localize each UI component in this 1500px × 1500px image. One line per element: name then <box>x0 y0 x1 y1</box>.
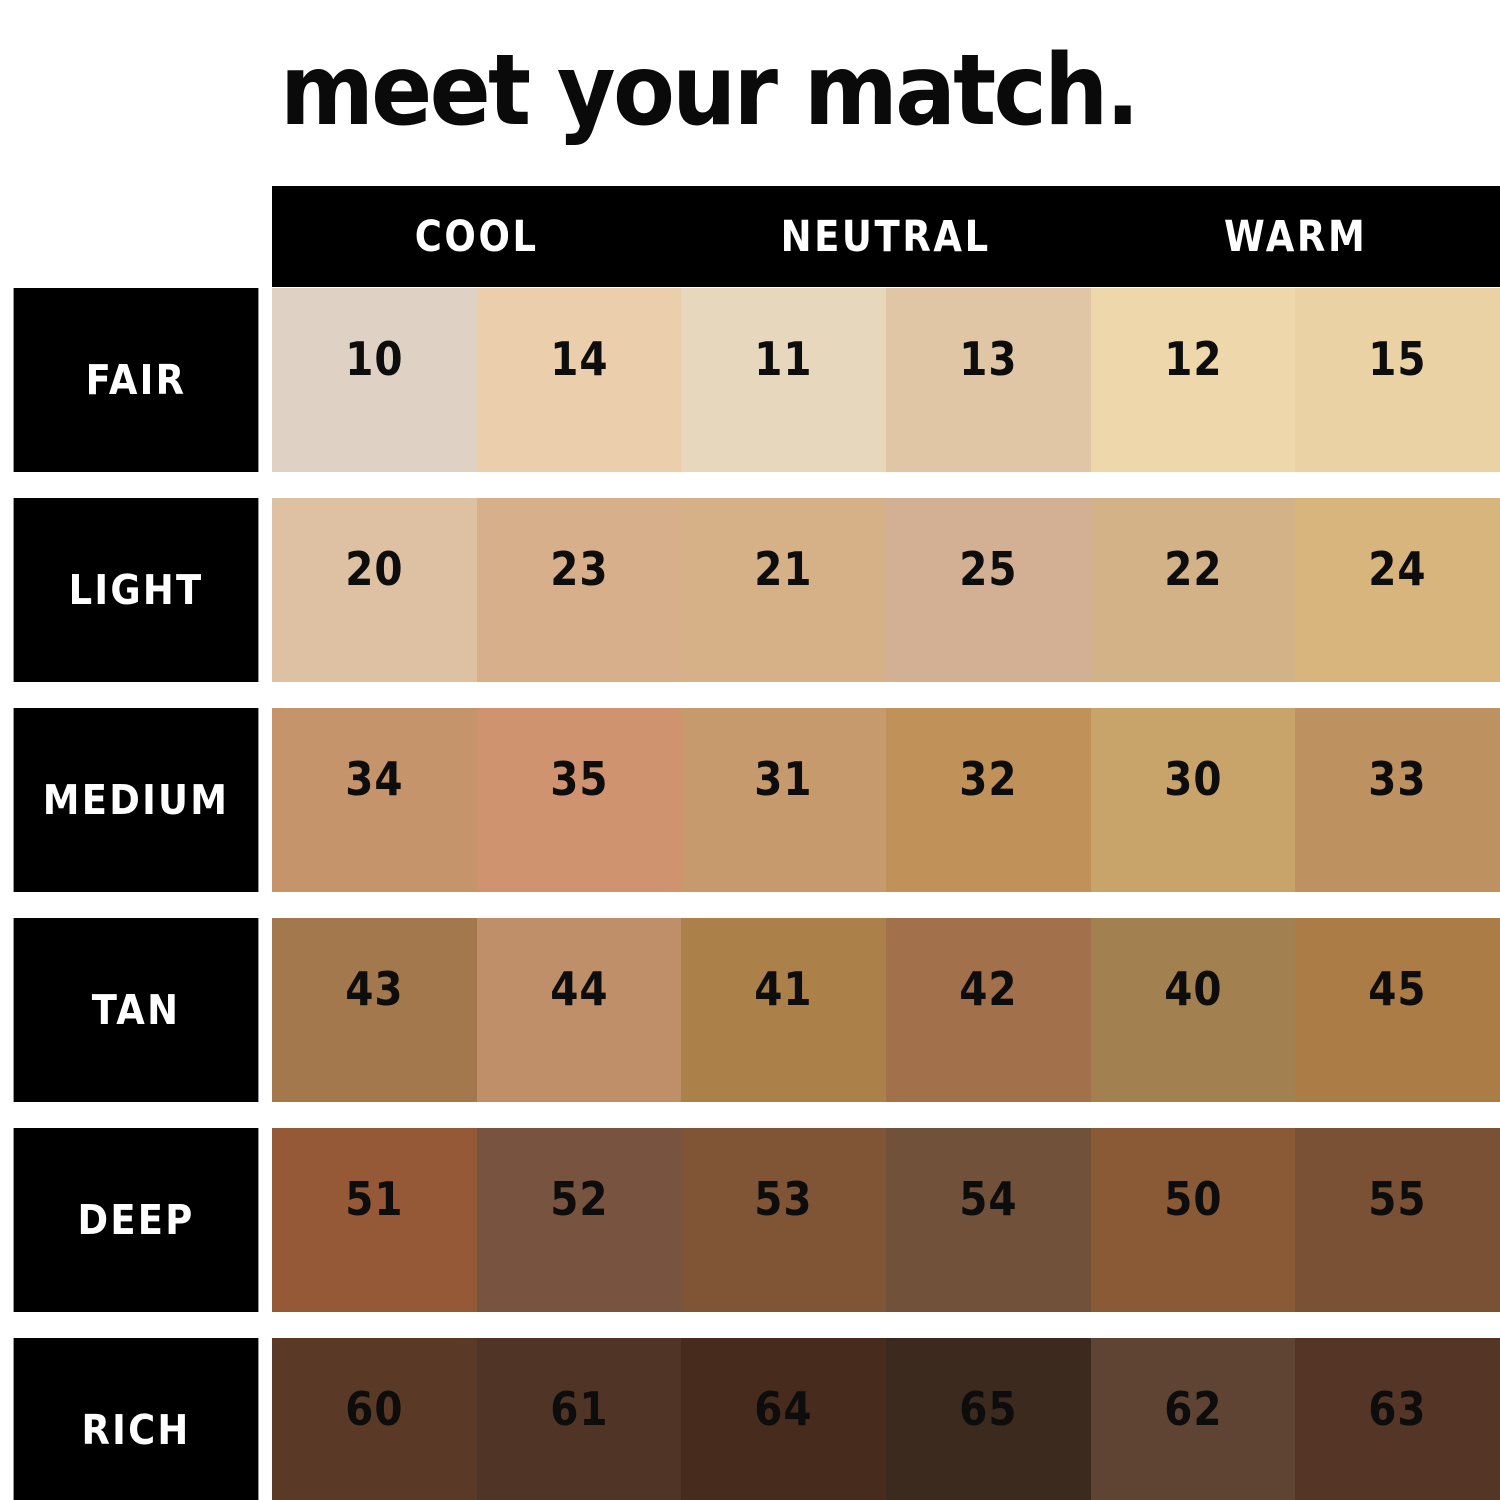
swatch-group: 43 44 41 42 40 45 <box>272 918 1500 1102</box>
shade-swatch-25[interactable]: 25 <box>886 498 1091 682</box>
shade-swatch-24[interactable]: 24 <box>1295 498 1500 682</box>
shade-number: 64 <box>754 1382 813 1436</box>
page-title: meet your match. <box>280 34 1140 148</box>
shade-number: 51 <box>345 1172 404 1226</box>
shade-swatch-23[interactable]: 23 <box>476 498 682 682</box>
shade-swatch-12[interactable]: 12 <box>1090 288 1296 472</box>
shade-number: 41 <box>754 962 813 1016</box>
shade-number: 44 <box>549 962 609 1016</box>
shade-swatch-30[interactable]: 30 <box>1090 708 1296 892</box>
shade-swatch-35[interactable]: 35 <box>476 708 682 892</box>
shade-number: 14 <box>549 332 609 386</box>
shade-number: 54 <box>959 1172 1018 1226</box>
shade-swatch-21[interactable]: 21 <box>681 498 887 682</box>
shade-swatch-45[interactable]: 45 <box>1295 918 1500 1102</box>
shade-number: 20 <box>345 542 404 596</box>
shade-number: 60 <box>345 1382 404 1436</box>
shade-swatch-54[interactable]: 54 <box>886 1128 1091 1312</box>
shade-number: 15 <box>1368 332 1427 386</box>
undertone-header-bar: COOL NEUTRAL WARM <box>272 186 1500 287</box>
depth-label-fair: FAIR <box>13 288 259 472</box>
shade-number: 53 <box>754 1172 813 1226</box>
depth-label-light: LIGHT <box>13 498 259 682</box>
shade-number: 61 <box>549 1382 609 1436</box>
shade-swatch-42[interactable]: 42 <box>886 918 1091 1102</box>
shade-row: RICH 60 61 64 65 62 63 <box>0 1338 1500 1500</box>
shade-row: DEEP 51 52 53 54 50 55 <box>0 1128 1500 1312</box>
shade-number: 24 <box>1368 542 1427 596</box>
shade-number: 52 <box>549 1172 609 1226</box>
shade-row: FAIR 10 14 11 13 12 15 <box>0 288 1500 472</box>
shade-swatch-33[interactable]: 33 <box>1295 708 1500 892</box>
shade-swatch-41[interactable]: 41 <box>681 918 887 1102</box>
swatch-group: 51 52 53 54 50 55 <box>272 1128 1500 1312</box>
shade-swatch-52[interactable]: 52 <box>476 1128 682 1312</box>
swatch-group: 34 35 31 32 30 33 <box>272 708 1500 892</box>
shade-swatch-53[interactable]: 53 <box>681 1128 887 1312</box>
shade-swatch-15[interactable]: 15 <box>1295 288 1500 472</box>
shade-swatch-10[interactable]: 10 <box>272 288 477 472</box>
shade-number: 62 <box>1163 1382 1223 1436</box>
shade-swatch-50[interactable]: 50 <box>1090 1128 1296 1312</box>
shade-swatch-65[interactable]: 65 <box>886 1338 1091 1500</box>
shade-row: TAN 43 44 41 42 40 45 <box>0 918 1500 1102</box>
shade-swatch-51[interactable]: 51 <box>272 1128 477 1312</box>
undertone-header-neutral: NEUTRAL <box>780 211 992 262</box>
shade-row: LIGHT 20 23 21 25 22 24 <box>0 498 1500 682</box>
undertone-header-warm: WARM <box>1223 211 1367 262</box>
shade-swatch-43[interactable]: 43 <box>272 918 477 1102</box>
shade-number: 65 <box>959 1382 1018 1436</box>
shade-number: 55 <box>1368 1172 1427 1226</box>
shade-number: 25 <box>959 542 1018 596</box>
shade-number: 63 <box>1368 1382 1427 1436</box>
shade-swatch-61[interactable]: 61 <box>476 1338 682 1500</box>
shade-number: 11 <box>754 332 813 386</box>
shade-number: 43 <box>345 962 404 1016</box>
shade-number: 50 <box>1163 1172 1223 1226</box>
undertone-header-cool: COOL <box>414 211 539 262</box>
shade-swatch-60[interactable]: 60 <box>272 1338 477 1500</box>
shade-swatch-11[interactable]: 11 <box>681 288 887 472</box>
shade-number: 31 <box>754 752 813 806</box>
shade-number: 22 <box>1163 542 1223 596</box>
swatch-group: 20 23 21 25 22 24 <box>272 498 1500 682</box>
shade-number: 30 <box>1163 752 1223 806</box>
shade-row: MEDIUM 34 35 31 32 30 33 <box>0 708 1500 892</box>
shade-swatch-55[interactable]: 55 <box>1295 1128 1500 1312</box>
shade-swatch-14[interactable]: 14 <box>476 288 682 472</box>
shade-swatch-44[interactable]: 44 <box>476 918 682 1102</box>
shade-swatch-31[interactable]: 31 <box>681 708 887 892</box>
shade-swatch-32[interactable]: 32 <box>886 708 1091 892</box>
shade-number: 42 <box>959 962 1018 1016</box>
depth-label-rich: RICH <box>13 1338 259 1500</box>
shade-swatch-34[interactable]: 34 <box>272 708 477 892</box>
shade-swatch-13[interactable]: 13 <box>886 288 1091 472</box>
shade-number: 12 <box>1163 332 1223 386</box>
shade-number: 23 <box>549 542 609 596</box>
shade-swatch-62[interactable]: 62 <box>1090 1338 1296 1500</box>
shade-number: 40 <box>1163 962 1223 1016</box>
shade-swatch-63[interactable]: 63 <box>1295 1338 1500 1500</box>
shade-number: 45 <box>1368 962 1427 1016</box>
shade-swatch-64[interactable]: 64 <box>681 1338 887 1500</box>
shade-number: 34 <box>345 752 404 806</box>
shade-number: 32 <box>959 752 1018 806</box>
shade-swatch-40[interactable]: 40 <box>1090 918 1296 1102</box>
depth-label-medium: MEDIUM <box>13 708 259 892</box>
shade-swatch-20[interactable]: 20 <box>272 498 477 682</box>
shade-rows: FAIR 10 14 11 13 12 15 LIGHT 20 23 21 25 22 24 MEDIUM 3… <box>0 288 1500 1500</box>
shade-number: 21 <box>754 542 813 596</box>
swatch-group: 60 61 64 65 62 63 <box>272 1338 1500 1500</box>
shade-swatch-22[interactable]: 22 <box>1090 498 1296 682</box>
shade-number: 10 <box>345 332 404 386</box>
swatch-group: 10 14 11 13 12 15 <box>272 288 1500 472</box>
depth-label-tan: TAN <box>13 918 259 1102</box>
shade-number: 33 <box>1368 752 1427 806</box>
shade-number: 35 <box>549 752 609 806</box>
depth-label-deep: DEEP <box>13 1128 259 1312</box>
shade-number: 13 <box>959 332 1018 386</box>
